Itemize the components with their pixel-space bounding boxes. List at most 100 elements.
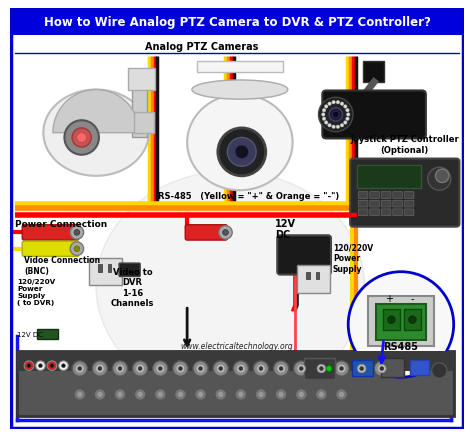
Text: +: + xyxy=(385,293,393,303)
Circle shape xyxy=(155,389,166,400)
Circle shape xyxy=(213,361,228,376)
Circle shape xyxy=(218,392,224,397)
Circle shape xyxy=(173,361,188,376)
Circle shape xyxy=(219,367,223,371)
Circle shape xyxy=(360,367,364,371)
FancyBboxPatch shape xyxy=(383,309,400,330)
Circle shape xyxy=(218,129,266,177)
FancyBboxPatch shape xyxy=(108,265,111,272)
Circle shape xyxy=(336,389,347,400)
FancyBboxPatch shape xyxy=(393,192,402,199)
Text: 12V DC: 12V DC xyxy=(18,331,43,337)
Circle shape xyxy=(277,364,285,373)
Circle shape xyxy=(328,103,331,106)
Bar xyxy=(10,9,464,36)
FancyBboxPatch shape xyxy=(277,236,331,275)
Circle shape xyxy=(259,367,263,371)
Circle shape xyxy=(47,361,57,371)
Circle shape xyxy=(70,243,83,256)
Ellipse shape xyxy=(192,81,288,100)
FancyBboxPatch shape xyxy=(18,351,454,417)
Circle shape xyxy=(317,364,326,373)
Circle shape xyxy=(340,124,344,128)
Circle shape xyxy=(322,109,326,113)
Circle shape xyxy=(346,113,350,117)
Ellipse shape xyxy=(187,95,292,191)
Circle shape xyxy=(332,112,339,119)
FancyBboxPatch shape xyxy=(18,351,454,371)
Circle shape xyxy=(24,361,34,371)
Circle shape xyxy=(316,389,327,400)
Circle shape xyxy=(337,364,346,373)
Circle shape xyxy=(332,126,335,129)
Circle shape xyxy=(112,361,128,376)
Text: RS485: RS485 xyxy=(383,341,419,351)
Circle shape xyxy=(70,226,83,240)
Circle shape xyxy=(256,364,265,373)
Circle shape xyxy=(357,364,366,373)
Circle shape xyxy=(137,392,143,397)
Circle shape xyxy=(340,103,344,106)
Circle shape xyxy=(348,272,454,377)
FancyBboxPatch shape xyxy=(363,62,383,83)
Circle shape xyxy=(332,101,335,105)
Circle shape xyxy=(329,109,343,122)
Circle shape xyxy=(235,389,246,400)
Circle shape xyxy=(114,389,126,400)
Circle shape xyxy=(62,364,65,368)
Circle shape xyxy=(97,392,103,397)
Circle shape xyxy=(314,361,329,376)
FancyBboxPatch shape xyxy=(358,192,368,199)
Circle shape xyxy=(239,367,243,371)
FancyBboxPatch shape xyxy=(36,329,58,339)
Circle shape xyxy=(336,126,340,129)
Circle shape xyxy=(237,364,245,373)
Circle shape xyxy=(235,146,248,159)
FancyBboxPatch shape xyxy=(135,112,154,134)
Circle shape xyxy=(325,106,328,109)
FancyBboxPatch shape xyxy=(358,209,368,216)
Circle shape xyxy=(275,389,287,400)
Circle shape xyxy=(432,363,447,378)
Text: -: - xyxy=(410,293,414,303)
Circle shape xyxy=(74,389,85,400)
Circle shape xyxy=(354,361,369,376)
Text: Video to
DVR
1-16
Channels: Video to DVR 1-16 Channels xyxy=(111,267,154,307)
Circle shape xyxy=(377,364,386,373)
Circle shape xyxy=(75,364,84,373)
FancyBboxPatch shape xyxy=(98,265,102,272)
Circle shape xyxy=(94,389,106,400)
Circle shape xyxy=(117,392,123,397)
Circle shape xyxy=(346,109,349,113)
Circle shape xyxy=(198,392,203,397)
Ellipse shape xyxy=(43,90,149,177)
Circle shape xyxy=(59,361,68,371)
FancyBboxPatch shape xyxy=(304,358,335,379)
Circle shape xyxy=(344,121,347,125)
Text: Vidoe Connection
(BNC): Vidoe Connection (BNC) xyxy=(24,256,100,275)
Circle shape xyxy=(336,101,340,105)
Circle shape xyxy=(64,121,99,155)
FancyBboxPatch shape xyxy=(404,209,414,216)
FancyBboxPatch shape xyxy=(197,62,283,73)
Text: 120/220V
Power
Supply
( to DVR): 120/220V Power Supply ( to DVR) xyxy=(18,279,55,306)
FancyBboxPatch shape xyxy=(297,265,330,293)
Circle shape xyxy=(98,367,102,371)
FancyBboxPatch shape xyxy=(393,209,402,216)
FancyBboxPatch shape xyxy=(119,264,140,277)
Circle shape xyxy=(319,367,323,371)
FancyBboxPatch shape xyxy=(381,209,391,216)
Circle shape xyxy=(238,392,244,397)
Circle shape xyxy=(157,392,163,397)
FancyBboxPatch shape xyxy=(185,225,228,240)
Text: www.electricaltechnology.org: www.electricaltechnology.org xyxy=(181,341,293,350)
Circle shape xyxy=(255,389,267,400)
Circle shape xyxy=(77,134,86,143)
Circle shape xyxy=(436,170,449,183)
Circle shape xyxy=(428,168,451,191)
Circle shape xyxy=(346,118,349,121)
FancyBboxPatch shape xyxy=(352,360,373,376)
FancyBboxPatch shape xyxy=(133,85,147,138)
Circle shape xyxy=(299,367,303,371)
Circle shape xyxy=(74,246,80,252)
